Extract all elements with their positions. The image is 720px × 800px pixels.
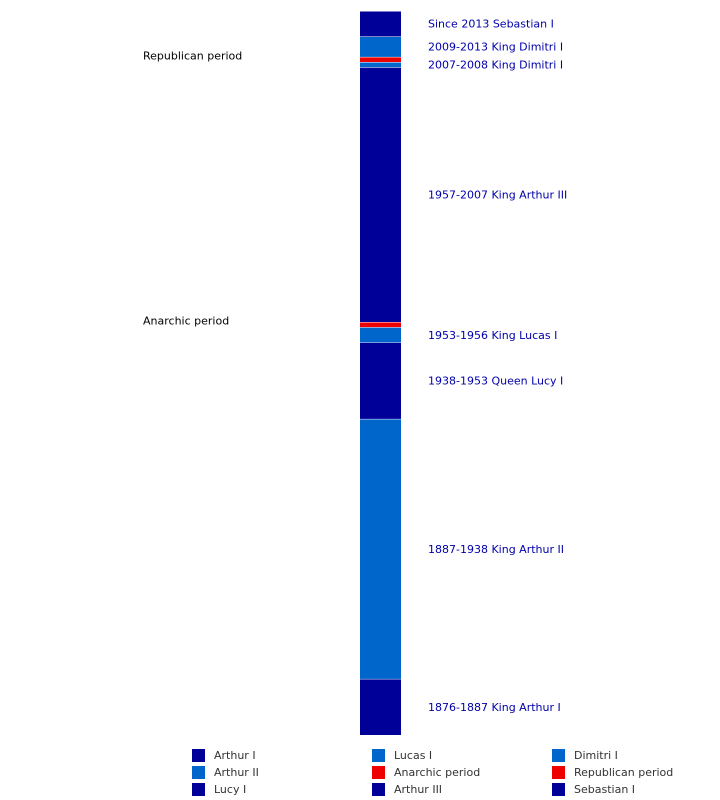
bar-segment (360, 36, 401, 57)
segment-label: 1957-2007 King Arthur III (428, 189, 567, 202)
segment-label: 2007-2008 King Dimitri I (428, 59, 563, 72)
bar-segment (360, 322, 401, 328)
bar-segment (360, 678, 401, 735)
bar-segment (360, 418, 401, 679)
bar-segment (360, 61, 401, 68)
segment-label: Since 2013 Sebastian I (428, 18, 554, 31)
period-label: Republican period (143, 49, 242, 62)
period-label: Anarchic period (143, 315, 229, 328)
bar-segment (360, 67, 401, 323)
bar-segment (360, 327, 401, 343)
bar-segment (360, 56, 401, 62)
bar-segment (360, 11, 401, 37)
segment-label: 2009-2013 King Dimitri I (428, 41, 563, 54)
bar-segment (360, 342, 401, 419)
segment-label: 1938-1953 Queen Lucy I (428, 375, 563, 388)
segment-label: 1887-1938 King Arthur II (428, 543, 564, 556)
segment-label: 1876-1887 King Arthur I (428, 701, 561, 714)
segment-label: 1953-1956 King Lucas I (428, 329, 557, 342)
